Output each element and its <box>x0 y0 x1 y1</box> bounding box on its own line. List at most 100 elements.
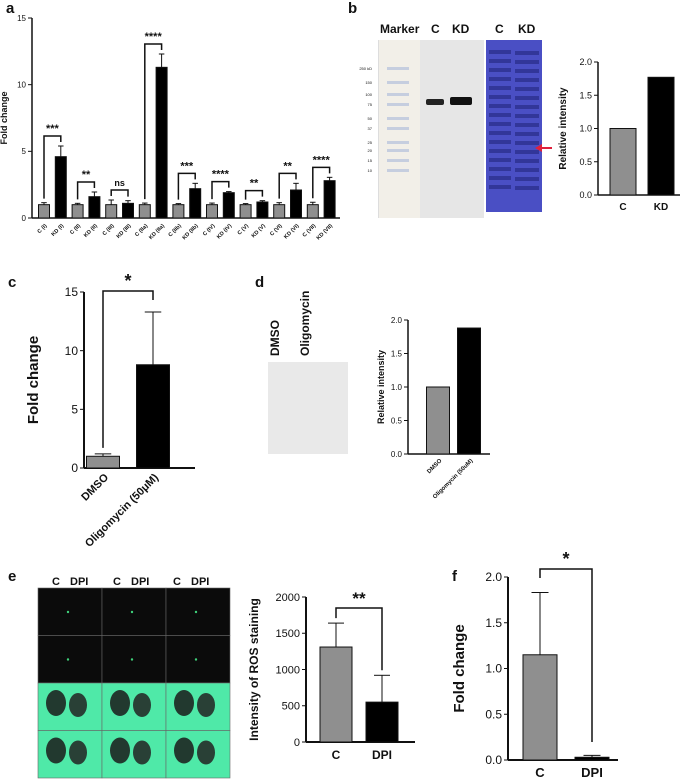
marker-kda-label: 50 <box>368 116 373 121</box>
y-tick-label: 10 <box>65 344 79 358</box>
y-tick-label: 1.0 <box>391 383 403 392</box>
gel-band-kd <box>515 177 539 181</box>
gel-band-kd <box>515 186 539 190</box>
marker-kda-label: 15 <box>368 158 373 163</box>
gel-band-kd <box>515 132 539 136</box>
bar-c-vii- <box>306 204 319 219</box>
y-tick-label: 0.5 <box>485 707 502 721</box>
panel-letter-c: c <box>8 274 17 291</box>
y-tick-label: 2.0 <box>579 57 592 67</box>
blot-band-kd <box>450 97 472 105</box>
gel-band-c <box>489 77 511 81</box>
larva-head-shape <box>69 693 87 717</box>
chart-e: 0 500 1000 1500 2000 Intensity of ROS stainin… <box>247 589 415 762</box>
marker-kda-label: 75 <box>368 102 373 107</box>
gel-band-c <box>489 122 511 126</box>
chart-f: 0.0 0.5 1.0 1.5 2.0 Fold change C DPI * <box>451 549 618 780</box>
bar-kd-vi- <box>290 189 302 219</box>
y-tick-label: 1500 <box>276 628 300 640</box>
larva-head-shape <box>110 690 130 716</box>
significance-label: * <box>124 271 131 291</box>
bar-kd-iii- <box>122 202 134 219</box>
y-axis-label: Relative intensity <box>558 87 569 170</box>
fluorescent-spot <box>194 658 198 661</box>
larva-head-shape <box>197 740 215 765</box>
fluorescent-spot <box>130 658 134 661</box>
gel-band-kd <box>515 87 539 91</box>
significance-bracket <box>177 172 196 200</box>
panel-letter-f: f <box>452 568 457 585</box>
y-tick-label: 500 <box>282 701 300 713</box>
gel-band-kd <box>515 96 539 100</box>
y-tick-label: 0.5 <box>579 157 592 167</box>
bar-kd <box>647 76 675 196</box>
significance-label: ns <box>114 178 125 188</box>
y-tick-label: 10 <box>17 80 26 89</box>
gel-band-c <box>489 176 511 180</box>
category-label: C (VI) <box>269 223 284 238</box>
bar-c-iia- <box>138 204 151 219</box>
y-tick-label: 1.5 <box>391 349 403 358</box>
significance-bracket <box>539 568 593 742</box>
y-axis-label: Intensity of ROS staining <box>247 598 261 741</box>
marker-band <box>387 159 409 162</box>
y-tick-label: 0.0 <box>579 190 592 200</box>
significance-label: ** <box>283 160 292 172</box>
y-tick-label: 15 <box>17 14 26 23</box>
blot-b-lane-c2: C <box>495 22 504 36</box>
category-label: C (II) <box>69 223 82 236</box>
significance-bracket <box>76 181 96 200</box>
image-e-label-c-2: C <box>113 576 121 588</box>
category-label: DPI <box>372 748 392 762</box>
marker-band <box>387 81 409 84</box>
significance-bracket <box>312 166 331 199</box>
bar-c-ii- <box>71 204 84 219</box>
category-label: DMSO <box>79 471 111 503</box>
gel-band-c <box>489 113 511 117</box>
larva-head-shape <box>46 737 66 764</box>
y-axis-label: Relative intensity <box>376 350 386 424</box>
image-e-label-dpi-2: DPI <box>131 576 150 588</box>
image-e-label-dpi-3: DPI <box>191 576 210 588</box>
gel-band-kd <box>515 105 539 109</box>
panel-letter-e: e <box>8 568 17 585</box>
y-tick-label: 1.5 <box>485 616 502 630</box>
y-tick-label: 1.0 <box>485 662 502 676</box>
bar-kd-iia- <box>155 66 168 219</box>
bar-c-i- <box>38 204 50 219</box>
gel-band-c <box>489 86 511 90</box>
bar-kd-iib- <box>189 188 202 219</box>
bar-c-iib- <box>172 204 185 219</box>
category-label: KD (I) <box>51 223 66 238</box>
marker-kda-label: 250 kD <box>359 66 372 71</box>
significance-bracket <box>102 290 154 448</box>
marker-band <box>387 149 409 152</box>
category-label: C <box>332 748 341 762</box>
blot-b-lane-kd: KD <box>452 22 470 36</box>
marker-band <box>387 67 409 70</box>
gel-band-c <box>489 185 511 189</box>
category-label: C (V) <box>237 223 250 236</box>
significance-label: * <box>562 549 569 569</box>
gel-band-kd <box>515 159 539 163</box>
gel-band-kd <box>515 114 539 118</box>
category-label: C (III) <box>102 223 116 237</box>
category-label: DMSO <box>426 458 443 475</box>
significance-bracket <box>211 180 230 200</box>
marker-kda-label: 25 <box>368 140 373 145</box>
category-label: KD (IIa) <box>148 223 166 241</box>
category-label: C (I) <box>37 223 49 235</box>
chart-b: 0.0 0.5 1.0 1.5 2.0 Relative intensity C KD <box>558 57 680 213</box>
significance-bracket <box>278 172 297 199</box>
gel-band-kd <box>515 69 539 73</box>
y-tick-label: 0.0 <box>485 753 502 767</box>
category-label: C (IIa) <box>134 223 149 238</box>
fluorescence-tile <box>165 587 231 636</box>
bar-c-iii- <box>105 204 118 219</box>
gel-band-kd <box>515 141 539 145</box>
fluorescence-tile <box>101 635 167 684</box>
larva-head-shape <box>69 740 87 765</box>
y-tick-label: 2000 <box>276 592 300 604</box>
category-label: KD (IIb) <box>182 223 200 241</box>
